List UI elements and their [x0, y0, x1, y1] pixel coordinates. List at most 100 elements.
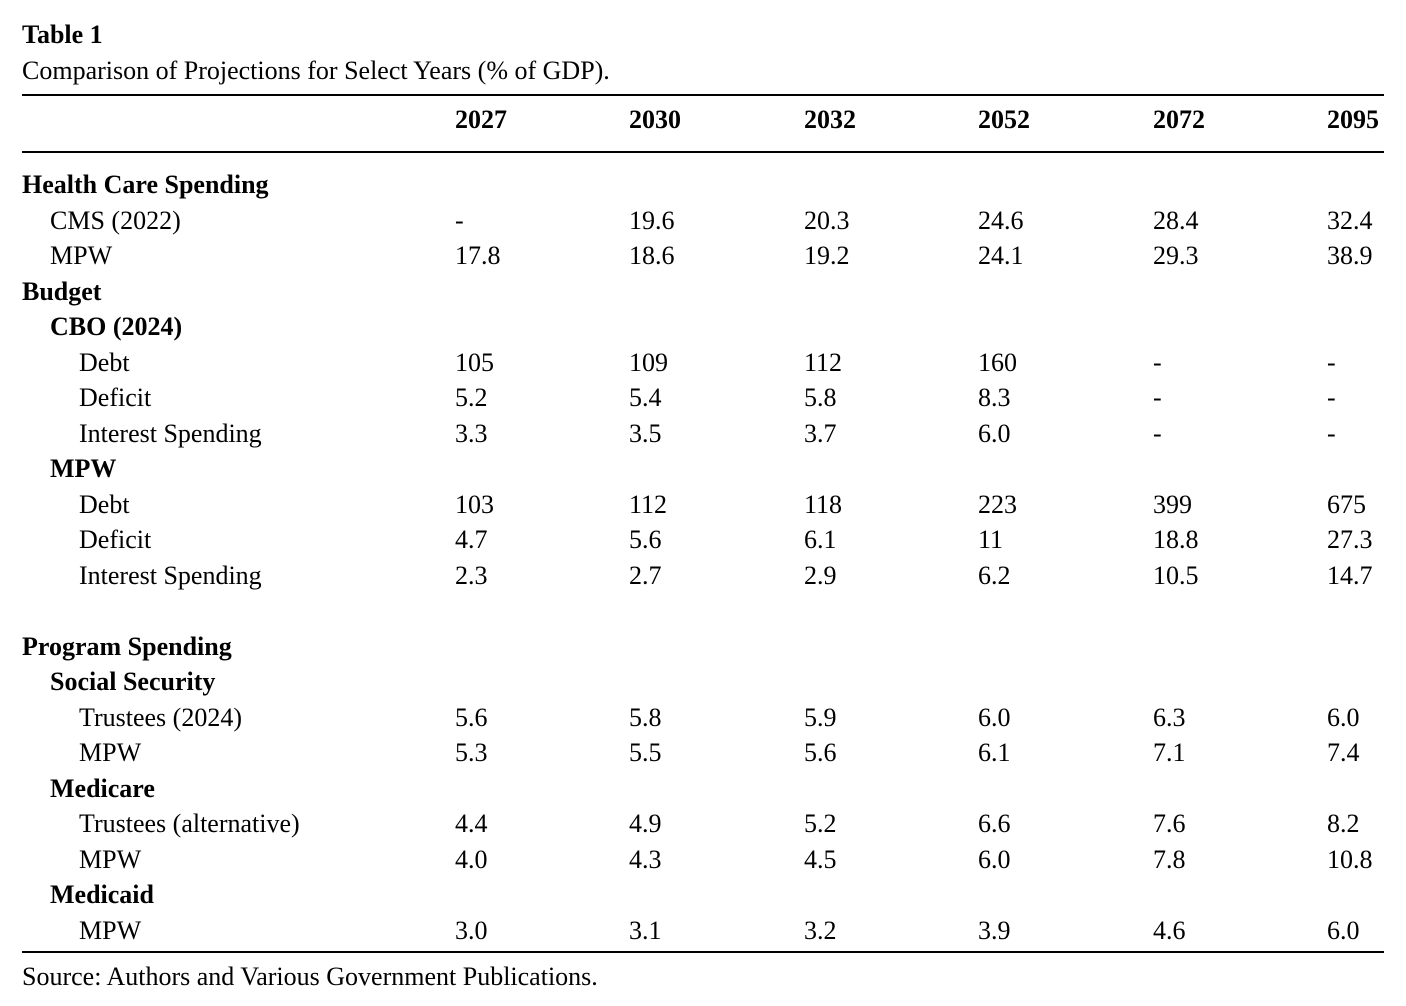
table-cell: 28.4	[1153, 205, 1199, 235]
table-section-row: MPW	[0, 451, 1406, 486]
table-cell: 20.3	[804, 205, 850, 235]
table-row: Deficit 4.7 5.6 6.1 11 18.8 27.3	[0, 522, 1406, 557]
table-cell: 29.3	[1153, 241, 1199, 270]
table-row: Trustees (alternative) 4.4 4.9 5.2 6.6 7.6 8.2	[0, 806, 1406, 841]
table-cell: 675	[1327, 489, 1366, 519]
row-label: MPW	[79, 738, 142, 767]
table-row: Interest Spending 3.3 3.5 3.7 6.0 - -	[0, 416, 1406, 451]
table-cell: 4.0	[455, 844, 488, 874]
row-label: Social Security	[50, 667, 216, 696]
table-cell: 18.6	[629, 241, 675, 270]
table-cell: 4.4	[455, 809, 488, 838]
table-cell: 3.7	[804, 418, 837, 448]
table-cell: 18.8	[1153, 525, 1199, 554]
column-header: 2030	[629, 105, 681, 134]
table-row: Debt 105 109 112 160 - -	[0, 345, 1406, 380]
column-header: 2072	[1153, 105, 1205, 134]
table-cell: 3.9	[978, 915, 1011, 945]
table-cell: 4.5	[804, 844, 837, 874]
table-cell: 2.7	[629, 560, 662, 590]
row-label: Budget	[22, 276, 102, 306]
row-label: Program Spending	[22, 631, 232, 661]
table-cell: 6.1	[804, 525, 837, 554]
table-cell: -	[1153, 347, 1162, 377]
table-cell: 3.5	[629, 418, 662, 448]
table-cell: 112	[804, 347, 843, 377]
table-cell: 2.9	[804, 560, 837, 590]
table-cell: 32.4	[1327, 205, 1373, 235]
table-section-row: Health Care Spending	[0, 167, 1406, 202]
table-section-row: Medicaid	[0, 877, 1406, 912]
table-cell: 5.2	[804, 809, 837, 838]
table-cell: 5.8	[629, 702, 662, 732]
row-label: CBO (2024)	[50, 312, 183, 341]
row-label: Deficit	[79, 525, 152, 554]
row-label: Trustees (alternative)	[79, 809, 300, 838]
row-label: MPW	[50, 454, 117, 483]
table-cell: -	[1153, 418, 1162, 448]
table-cell: 223	[978, 489, 1017, 519]
row-label: Medicare	[50, 773, 155, 803]
table-source-note: Source: Authors and Various Government P…	[22, 962, 598, 991]
table-section-row: Program Spending	[0, 629, 1406, 664]
table-cell: -	[455, 205, 464, 235]
table-cell: 14.7	[1327, 560, 1373, 590]
table-cell: 7.8	[1153, 844, 1186, 874]
row-label: Deficit	[79, 383, 152, 412]
table-row: Deficit 5.2 5.4 5.8 8.3 - -	[0, 380, 1406, 415]
table-cell: 5.6	[455, 702, 488, 732]
row-label: Health Care Spending	[22, 170, 269, 199]
table-row: Interest Spending 2.3 2.7 2.9 6.2 10.5 14.7	[0, 558, 1406, 593]
table-cell: 5.9	[804, 702, 837, 732]
row-label: CMS (2022)	[50, 205, 181, 235]
table-cell: 19.6	[629, 205, 675, 235]
table-caption-label: Table 1	[22, 20, 103, 49]
table-cell: 105	[455, 347, 494, 377]
table-cell: 6.0	[978, 418, 1011, 448]
row-label: Trustees (2024)	[79, 702, 242, 732]
table-cell: 6.3	[1153, 702, 1186, 732]
table-cell: 24.1	[978, 241, 1024, 270]
table-cell: 6.0	[978, 844, 1011, 874]
table-section-row: Budget	[0, 274, 1406, 309]
table-cell: 8.2	[1327, 809, 1360, 838]
table-cell: 11	[978, 525, 1004, 554]
table-cell: 4.9	[629, 809, 662, 838]
table-cell: 6.0	[1327, 915, 1360, 945]
row-label: MPW	[79, 915, 142, 945]
table-cell: 4.6	[1153, 915, 1186, 945]
bottom-rule	[22, 951, 1384, 953]
table-cell: 5.3	[455, 738, 488, 767]
table-row: MPW 5.3 5.5 5.6 6.1 7.1 7.4	[0, 735, 1406, 770]
table-cell: 2.3	[455, 560, 488, 590]
table-cell: 6.6	[978, 809, 1011, 838]
table-cell: 5.6	[804, 738, 837, 767]
table-cell: 7.4	[1327, 738, 1360, 767]
table-cell: 5.8	[804, 383, 837, 412]
table-cell: 6.0	[1327, 702, 1360, 732]
table-cell: 7.6	[1153, 809, 1186, 838]
table-cell: -	[1327, 418, 1336, 448]
table-cell: 5.4	[629, 383, 662, 412]
row-label: MPW	[79, 844, 142, 874]
table-cell: 27.3	[1327, 525, 1373, 554]
row-label: Medicaid	[50, 880, 154, 909]
table-cell: -	[1327, 383, 1336, 412]
top-rule	[22, 94, 1384, 96]
table-cell: 3.0	[455, 915, 488, 945]
table-cell: 6.0	[978, 702, 1011, 732]
table-cell: 103	[455, 489, 494, 519]
header-rule	[22, 151, 1384, 153]
table-cell: 24.6	[978, 205, 1024, 235]
table-section-row: Medicare	[0, 771, 1406, 806]
table-header-row: 2027 2030 2032 2052 2072 2095	[0, 102, 1406, 138]
table-cell: 109	[629, 347, 668, 377]
table-cell: 10.5	[1153, 560, 1199, 590]
table-section-row: Social Security	[0, 664, 1406, 699]
table-cell: -	[1327, 347, 1336, 377]
column-header: 2052	[978, 105, 1030, 134]
row-label: Debt	[79, 347, 130, 377]
column-header: 2095	[1327, 105, 1379, 134]
table-cell: -	[1153, 383, 1162, 412]
table-section-row: CBO (2024)	[0, 309, 1406, 344]
